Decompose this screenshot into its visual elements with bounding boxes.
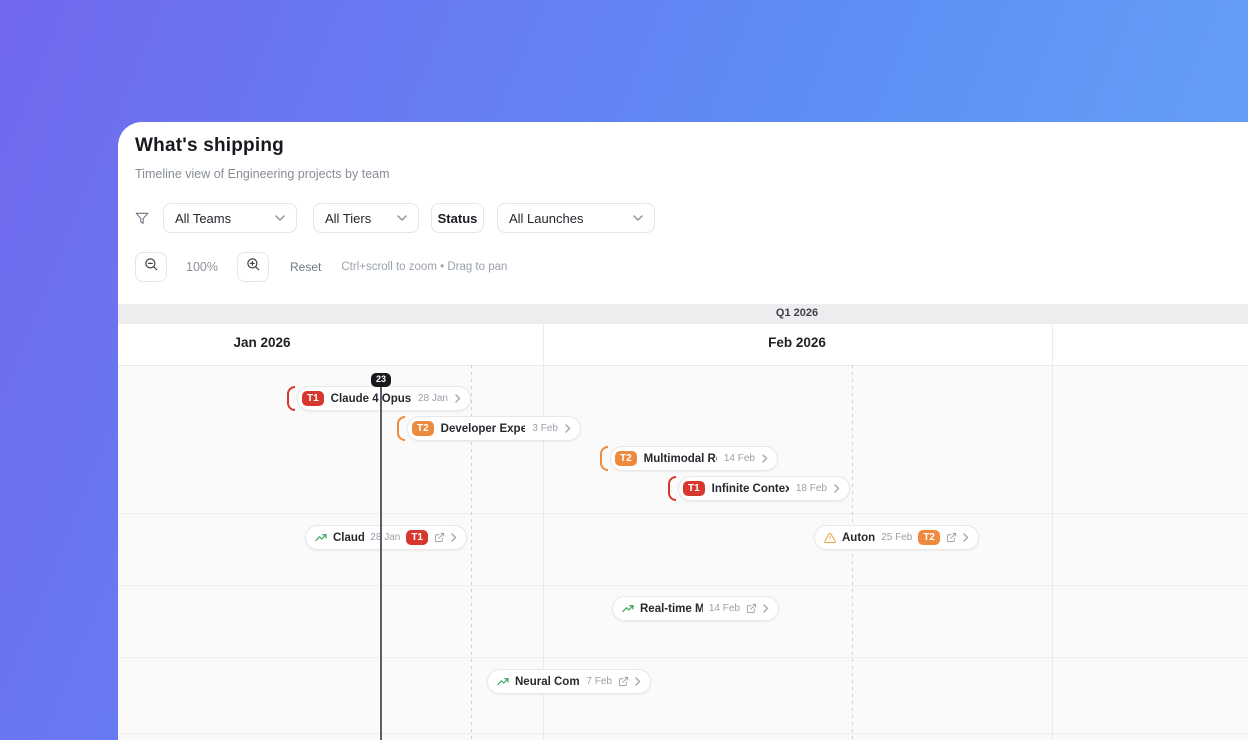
chevron-right-icon[interactable] bbox=[635, 677, 641, 686]
row-divider bbox=[118, 513, 1248, 514]
trending-up-icon bbox=[497, 676, 509, 688]
row-divider bbox=[118, 657, 1248, 658]
bar-name: Multimodal Real-t... bbox=[643, 452, 717, 465]
row-divider bbox=[118, 585, 1248, 586]
warning-triangle-icon bbox=[824, 532, 836, 544]
timeline-bar-developer-experience[interactable]: T2 Developer Experie... 3 Feb bbox=[397, 416, 581, 441]
bar-name: Infinite Context + ... bbox=[711, 482, 789, 495]
bar-date: 3 Feb bbox=[532, 423, 558, 434]
bar-start-bracket bbox=[668, 476, 676, 501]
chevron-right-icon[interactable] bbox=[963, 533, 969, 542]
milestone-name: Neural Computer... bbox=[515, 675, 580, 688]
tier-badge: T2 bbox=[918, 529, 940, 546]
zoom-in-button[interactable] bbox=[237, 252, 269, 282]
whats-shipping-card: What's shipping Timeline view of Enginee… bbox=[118, 122, 1248, 740]
trending-up-icon bbox=[315, 532, 327, 544]
month-gridline bbox=[543, 324, 544, 740]
timeline-bar-infinite-context[interactable]: T1 Infinite Context + ... 18 Feb bbox=[668, 476, 850, 501]
milestone-claude-4[interactable]: Claude 4 ... 28 Jan T1 bbox=[305, 525, 467, 550]
tier-badge: T1 bbox=[683, 480, 705, 497]
page-title: What's shipping bbox=[135, 135, 284, 156]
chevron-right-icon[interactable] bbox=[834, 484, 840, 493]
teams-select-value: All Teams bbox=[175, 210, 232, 226]
tier-badge: T2 bbox=[412, 420, 434, 437]
milestone-name: Claude 4 ... bbox=[333, 531, 365, 544]
magnifier-minus-icon bbox=[144, 257, 159, 277]
tiers-select-value: All Tiers bbox=[325, 210, 372, 226]
row-divider bbox=[118, 365, 1248, 366]
today-marker-badge: 23 bbox=[370, 373, 392, 387]
bar-date: 18 Feb bbox=[795, 483, 827, 494]
chevron-down-icon bbox=[633, 215, 643, 221]
funnel-icon bbox=[135, 211, 149, 225]
milestone-date: 25 Feb bbox=[881, 532, 913, 543]
trending-up-icon bbox=[622, 603, 634, 615]
timeline-bar-claude-4-opus[interactable]: T1 Claude 4 Opus + ... 28 Jan bbox=[287, 386, 471, 411]
bar-name: Claude 4 Opus + ... bbox=[330, 392, 411, 405]
today-marker-line bbox=[380, 378, 382, 740]
launches-select[interactable]: All Launches bbox=[497, 203, 655, 233]
chevron-right-icon[interactable] bbox=[451, 533, 457, 542]
milestone-neural-computer[interactable]: Neural Computer... 7 Feb bbox=[487, 669, 651, 694]
tier-badge: T1 bbox=[406, 529, 428, 546]
external-link-icon[interactable] bbox=[618, 676, 629, 687]
bar-start-bracket bbox=[600, 446, 608, 471]
milestone-realtime-multimodal[interactable]: Real-time Multi... 14 Feb bbox=[612, 596, 779, 621]
zoom-out-button[interactable] bbox=[135, 252, 167, 282]
row-divider bbox=[118, 733, 1248, 734]
bar-date: 14 Feb bbox=[723, 453, 755, 464]
zoom-toolbar: 100% Reset Ctrl+scroll to zoom • Drag to… bbox=[135, 252, 507, 282]
timeline[interactable]: Q1 2026 Jan 2026 Feb 2026 23 T1 Claude 4… bbox=[118, 304, 1248, 740]
bar-date: 28 Jan bbox=[417, 393, 448, 404]
chevron-right-icon[interactable] bbox=[455, 394, 461, 403]
timeline-bar-multimodal-realtime[interactable]: T2 Multimodal Real-t... 14 Feb bbox=[600, 446, 778, 471]
dashed-guide-line bbox=[471, 365, 472, 740]
dashed-guide-line bbox=[852, 365, 853, 740]
status-button[interactable]: Status bbox=[431, 203, 484, 233]
external-link-icon[interactable] bbox=[946, 532, 957, 543]
teams-select[interactable]: All Teams bbox=[163, 203, 297, 233]
magnifier-plus-icon bbox=[246, 257, 261, 277]
bar-start-bracket bbox=[397, 416, 405, 441]
chevron-down-icon bbox=[275, 215, 285, 221]
tier-badge: T1 bbox=[302, 390, 324, 407]
chevron-right-icon[interactable] bbox=[763, 604, 769, 613]
milestone-autonomous[interactable]: Autonomo... 25 Feb T2 bbox=[814, 525, 979, 550]
launches-select-value: All Launches bbox=[509, 210, 584, 226]
bar-name: Developer Experie... bbox=[440, 422, 526, 435]
external-link-icon[interactable] bbox=[746, 603, 757, 614]
page-subtitle: Timeline view of Engineering projects by… bbox=[135, 167, 390, 181]
bar-start-bracket bbox=[287, 386, 295, 411]
quarter-label: Q1 2026 bbox=[775, 307, 819, 319]
milestone-date: 7 Feb bbox=[586, 676, 612, 687]
milestone-name: Real-time Multi... bbox=[640, 602, 703, 615]
tier-badge: T2 bbox=[615, 450, 637, 467]
reset-button[interactable]: Reset bbox=[290, 260, 322, 274]
milestone-name: Autonomo... bbox=[842, 531, 876, 544]
tiers-select[interactable]: All Tiers bbox=[313, 203, 419, 233]
month-label-jan: Jan 2026 bbox=[233, 335, 291, 350]
zoom-level: 100% bbox=[186, 260, 218, 274]
month-label-feb: Feb 2026 bbox=[768, 335, 826, 350]
chevron-right-icon[interactable] bbox=[762, 454, 768, 463]
zoom-hint: Ctrl+scroll to zoom • Drag to pan bbox=[341, 261, 508, 273]
milestone-date: 14 Feb bbox=[708, 603, 740, 614]
chevron-down-icon bbox=[397, 215, 407, 221]
month-gridline bbox=[1052, 324, 1053, 740]
chevron-right-icon[interactable] bbox=[565, 424, 571, 433]
external-link-icon[interactable] bbox=[434, 532, 445, 543]
milestone-date: 28 Jan bbox=[370, 532, 401, 543]
filter-bar: All Teams All Tiers Status All Launches bbox=[135, 203, 655, 233]
quarter-header bbox=[118, 304, 1248, 324]
status-button-label: Status bbox=[437, 210, 478, 226]
timeline-rows-background bbox=[118, 365, 1248, 740]
